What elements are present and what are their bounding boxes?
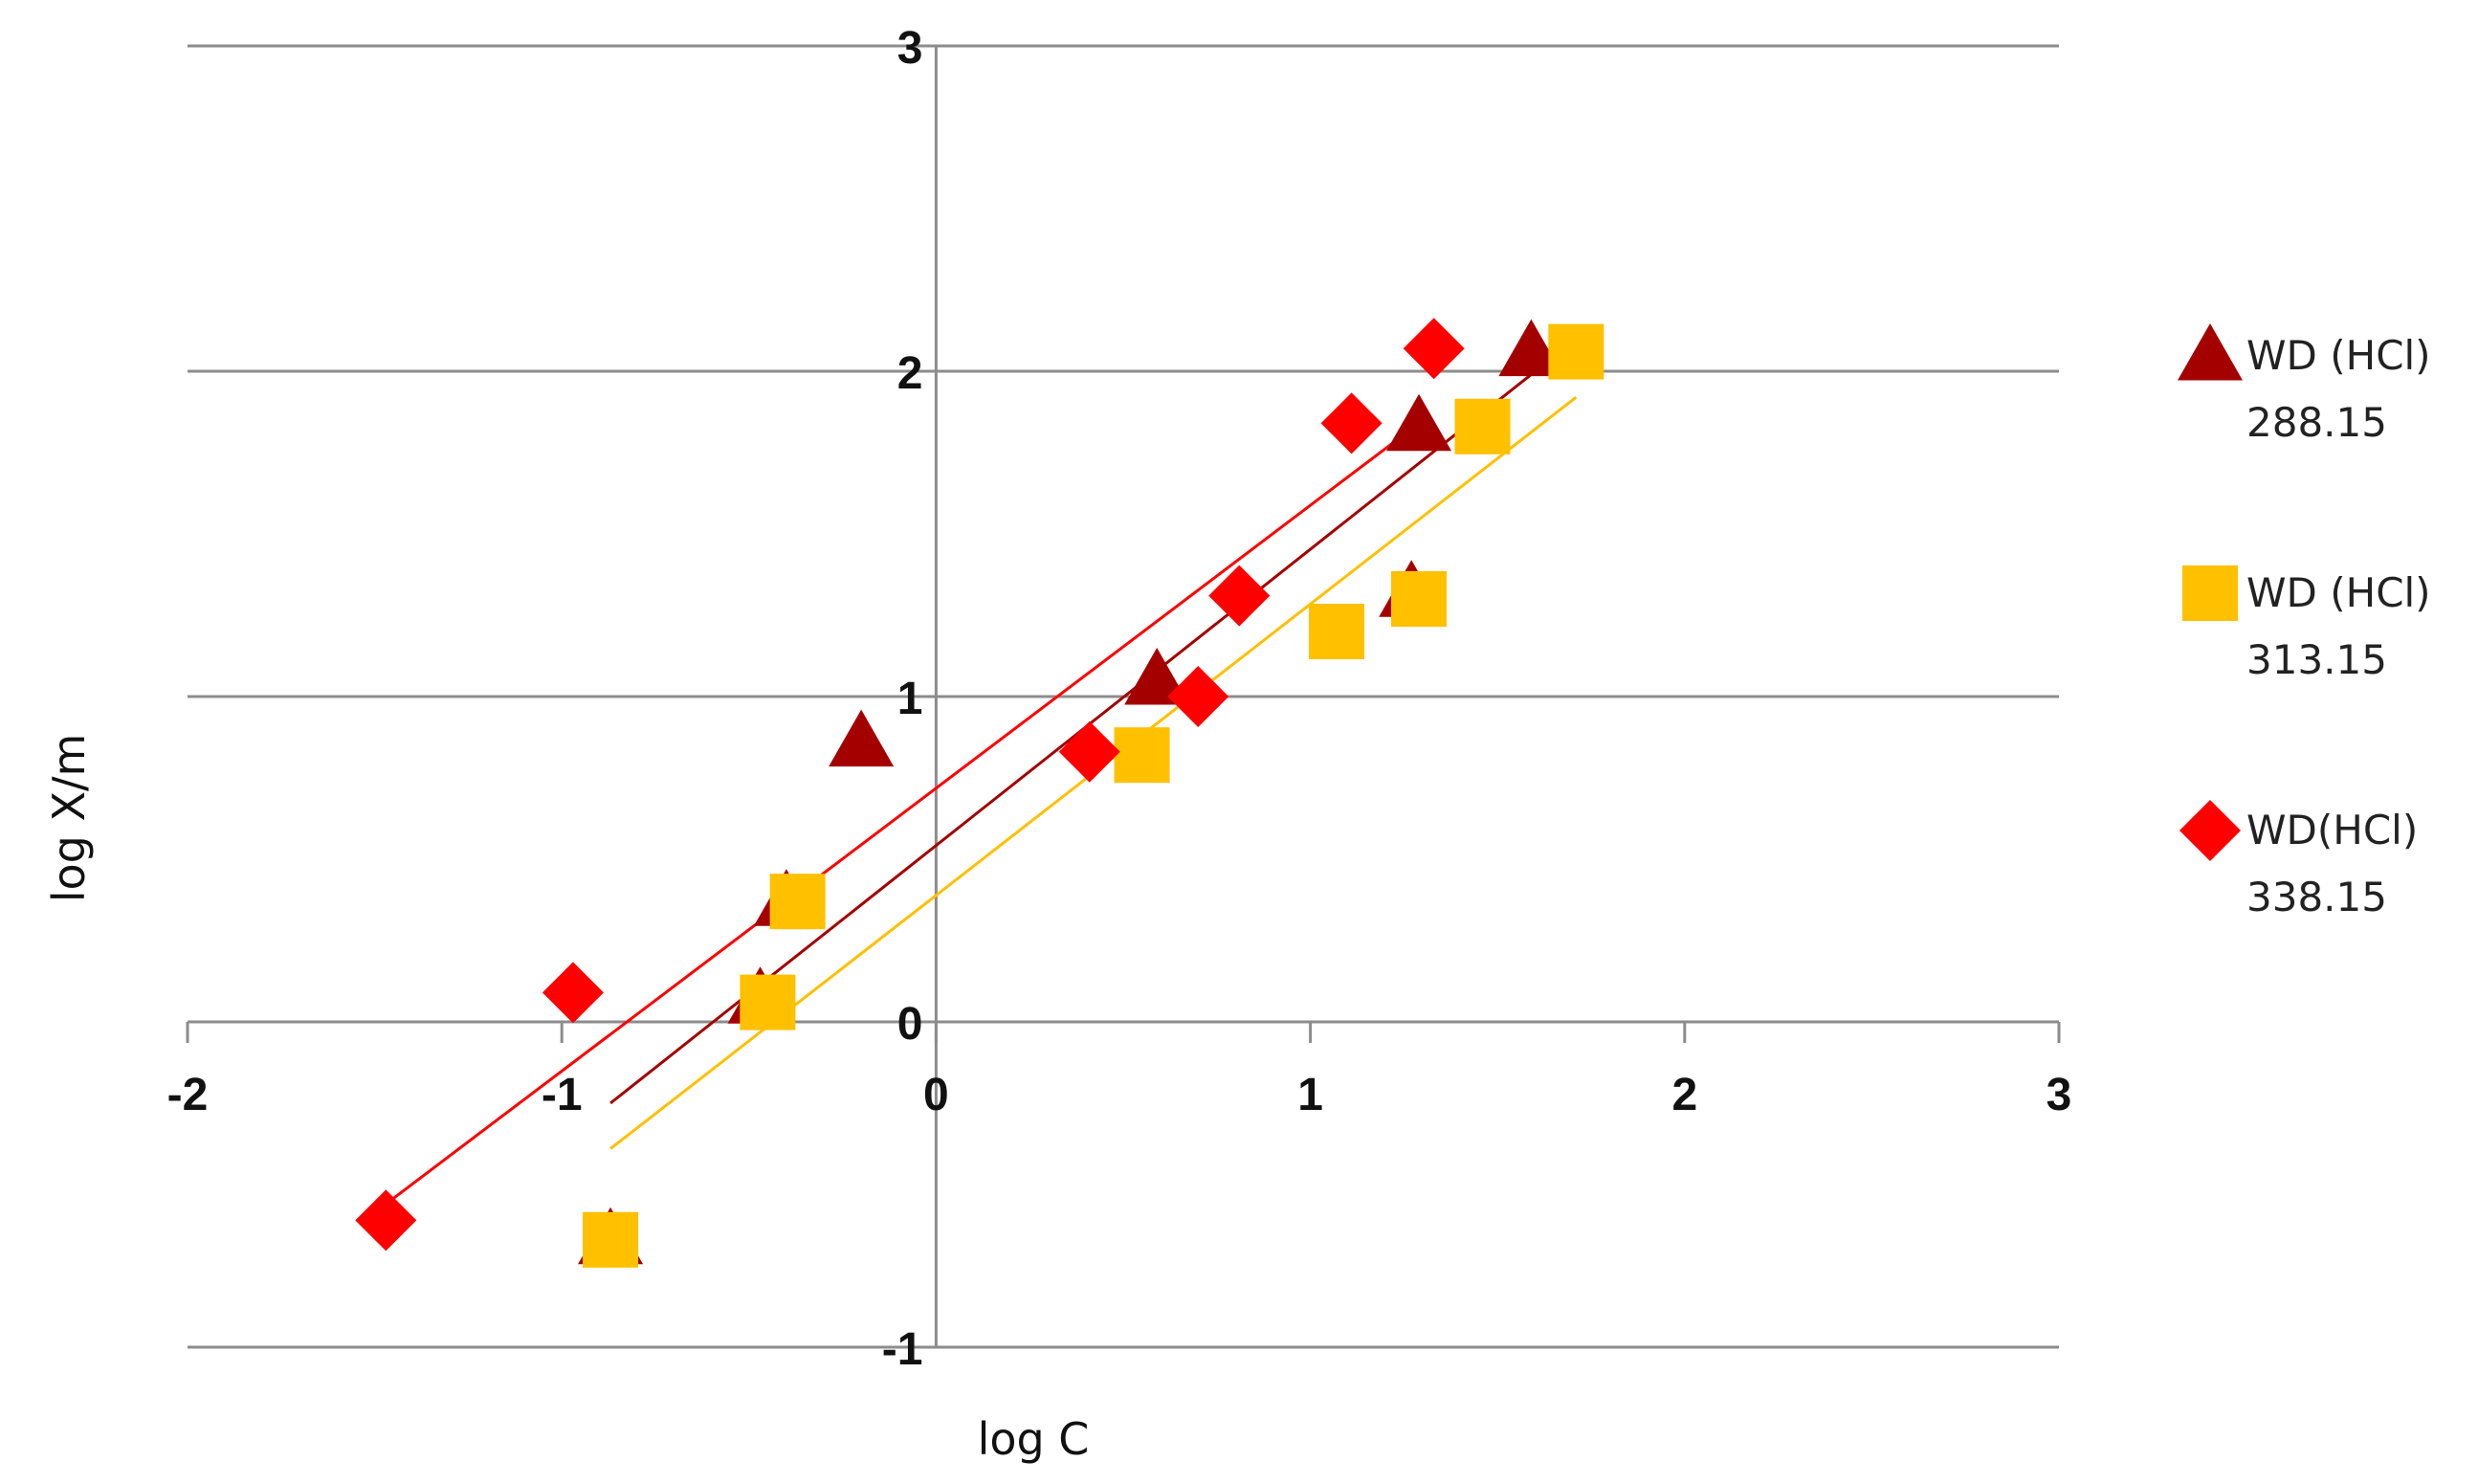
data-point-diamond [1320, 392, 1383, 454]
tick-labels: -2 -1 0 1 2 3 -1 0 1 2 3 [167, 23, 2072, 1375]
x-tick-label: 1 [1297, 1070, 1323, 1120]
data-point-triangle [1124, 648, 1190, 705]
data-point-square [740, 974, 796, 1030]
data-point-diamond [355, 1189, 417, 1251]
data-point-diamond [1167, 666, 1229, 727]
x-tick-label: 0 [923, 1070, 949, 1120]
legend-label-temp: 338.15 [2246, 874, 2387, 920]
data-point-square [1114, 727, 1170, 784]
x-tick-label: 3 [2047, 1070, 2072, 1120]
legend-label: WD(HCl) [2246, 807, 2418, 853]
data-point-diamond [1403, 318, 1465, 380]
legend-label: WD (HCl) [2246, 332, 2431, 379]
series-diamond [355, 318, 1465, 1251]
y-tick-label: 3 [897, 23, 923, 74]
gridlines [188, 44, 2059, 1349]
data-point-square [769, 874, 826, 930]
y-tick-label: 1 [897, 674, 923, 724]
series-square [583, 323, 1604, 1268]
data-point-diamond [1208, 565, 1271, 627]
data-point-square [1548, 323, 1604, 380]
data-point-triangle [1386, 393, 1452, 452]
legend-label: WD (HCl) [2246, 569, 2431, 616]
data-point-square [1391, 571, 1448, 627]
x-tick-label: 2 [1671, 1070, 1697, 1120]
data-point-triangle [1498, 319, 1564, 377]
data-point-square [583, 1211, 639, 1268]
x-tick-label: -1 [542, 1070, 583, 1120]
y-axis-title: log X/m [43, 734, 95, 903]
legend-marker-diamond [2179, 800, 2241, 861]
legend: WD (HCl) 288.15 WD (HCl) 313.15 WD(HCl) 338.1… [2178, 323, 2431, 920]
data-point-diamond [1058, 720, 1120, 783]
trendline-diamond [385, 422, 1420, 1206]
y-tick-label: 2 [897, 348, 923, 399]
y-tick-label: 0 [897, 999, 923, 1050]
x-tick-label: -2 [167, 1070, 209, 1120]
x-axis-title: log C [978, 1413, 1090, 1465]
y-tick-label: -1 [882, 1324, 923, 1375]
legend-marker-triangle [2178, 323, 2243, 381]
data-point-square [1308, 604, 1364, 659]
legend-marker-square [2182, 565, 2238, 621]
legend-label-temp: 313.15 [2246, 636, 2387, 683]
data-point-square [1454, 398, 1511, 454]
data-markers [355, 318, 1604, 1268]
data-point-diamond [542, 962, 604, 1024]
legend-label-temp: 288.15 [2246, 399, 2387, 446]
data-point-triangle [829, 709, 895, 767]
axes [186, 46, 2061, 1347]
